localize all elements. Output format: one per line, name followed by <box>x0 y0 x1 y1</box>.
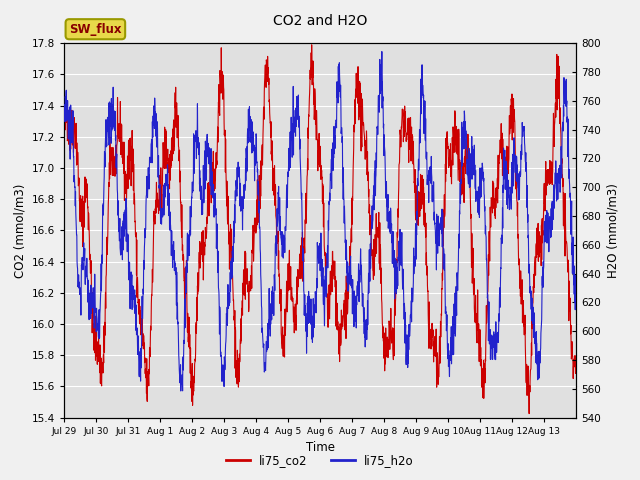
Y-axis label: CO2 (mmol/m3): CO2 (mmol/m3) <box>13 183 26 277</box>
Text: CO2 and H2O: CO2 and H2O <box>273 14 367 28</box>
X-axis label: Time: Time <box>305 441 335 454</box>
Legend: li75_co2, li75_h2o: li75_co2, li75_h2o <box>221 449 419 472</box>
Y-axis label: H2O (mmol/m3): H2O (mmol/m3) <box>606 183 619 278</box>
Text: SW_flux: SW_flux <box>69 23 122 36</box>
